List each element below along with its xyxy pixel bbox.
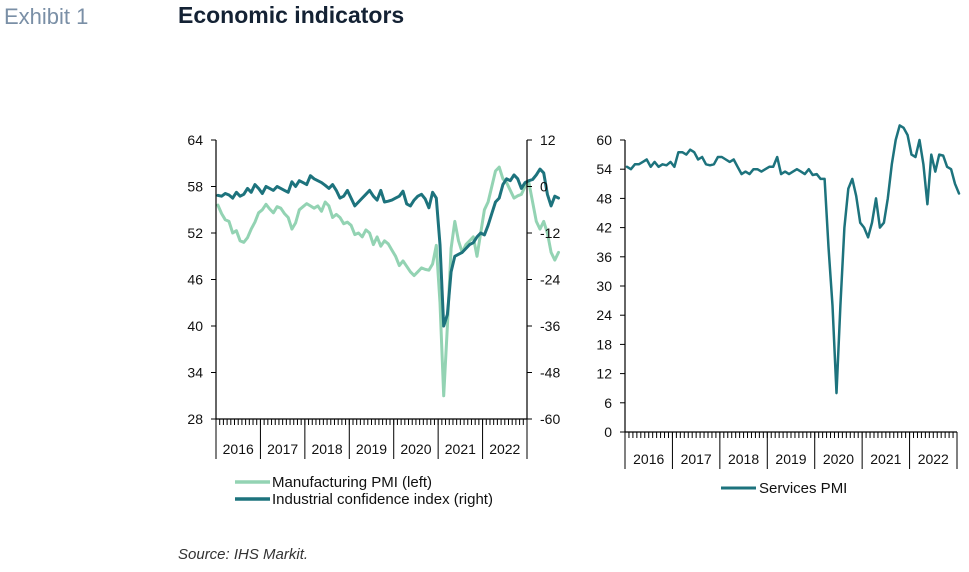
x-tick-label: 2018 xyxy=(311,441,342,457)
y-tick-label: 48 xyxy=(596,190,612,206)
y-tick-label: 46 xyxy=(187,272,203,288)
y-tick-label: 30 xyxy=(596,278,612,294)
right-plot-area xyxy=(625,124,961,395)
left-y-axis-left: 64 58 52 46 40 34 28 xyxy=(187,132,217,427)
y-tick-label: 0 xyxy=(540,179,548,195)
legend-label-industrial: Industrial confidence index (right) xyxy=(272,491,493,508)
x-tick-label: 2017 xyxy=(681,451,712,467)
y-tick-label: 52 xyxy=(187,225,203,241)
y-tick-label: 60 xyxy=(596,132,612,148)
y-tick-label: 0 xyxy=(604,424,612,440)
x-tick-label: 2016 xyxy=(223,441,254,457)
y-tick-label: -12 xyxy=(540,225,560,241)
series-services-pmi xyxy=(625,124,961,395)
y-tick-label: -36 xyxy=(540,318,560,334)
exhibit-label: Exhibit 1 xyxy=(4,4,89,29)
y-tick-label: 42 xyxy=(596,220,612,236)
y-tick-label: 12 xyxy=(540,132,556,148)
x-tick-label: 2019 xyxy=(356,441,387,457)
left-x-axis: 2016 2017 2018 2019 2020 2021 2022 xyxy=(215,418,528,459)
right-y-axis: 12 0 -12 -24 -36 -48 -60 xyxy=(526,132,560,427)
source-note: Source: IHS Markit. xyxy=(178,546,309,563)
y-tick-label: 34 xyxy=(187,365,203,381)
y-tick-label: 18 xyxy=(596,336,612,352)
x-tick-label: 2016 xyxy=(633,451,664,467)
legend-label-manufacturing: Manufacturing PMI (left) xyxy=(272,474,432,491)
x-tick-label: 2022 xyxy=(918,451,949,467)
y-tick-label: 36 xyxy=(596,249,612,265)
x-tick-label: 2017 xyxy=(267,441,298,457)
x-tick-label: 2018 xyxy=(728,451,759,467)
y-tick-label: -60 xyxy=(540,411,560,427)
left-plot-area xyxy=(216,165,560,398)
right-legend: Services PMI xyxy=(721,480,847,497)
y-tick-label: 64 xyxy=(187,132,203,148)
page-title: Economic indicators xyxy=(178,2,405,28)
right-x-axis: 2016 2017 2018 2019 2020 2021 2022 xyxy=(624,431,958,469)
legend-label-services: Services PMI xyxy=(759,480,847,497)
x-tick-label: 2020 xyxy=(400,441,431,457)
y-tick-label: 58 xyxy=(187,179,203,195)
y-tick-label: 40 xyxy=(187,318,203,334)
series-manufacturing-pmi xyxy=(216,165,560,398)
left-legend: Manufacturing PMI (left) Industrial conf… xyxy=(235,474,493,508)
x-tick-label: 2019 xyxy=(775,451,806,467)
x-tick-label: 2022 xyxy=(489,441,520,457)
y-tick-label: 28 xyxy=(187,411,203,427)
y-tick-label: -24 xyxy=(540,272,560,288)
x-tick-label: 2020 xyxy=(823,451,854,467)
series-industrial-confidence xyxy=(216,167,560,328)
x-tick-label: 2021 xyxy=(870,451,901,467)
y-tick-label: 6 xyxy=(604,395,612,411)
y-tick-label: 54 xyxy=(596,161,612,177)
y-tick-label: -48 xyxy=(540,365,560,381)
y-tick-label: 24 xyxy=(596,307,612,323)
y-tick-label: 12 xyxy=(596,366,612,382)
x-tick-label: 2021 xyxy=(445,441,476,457)
